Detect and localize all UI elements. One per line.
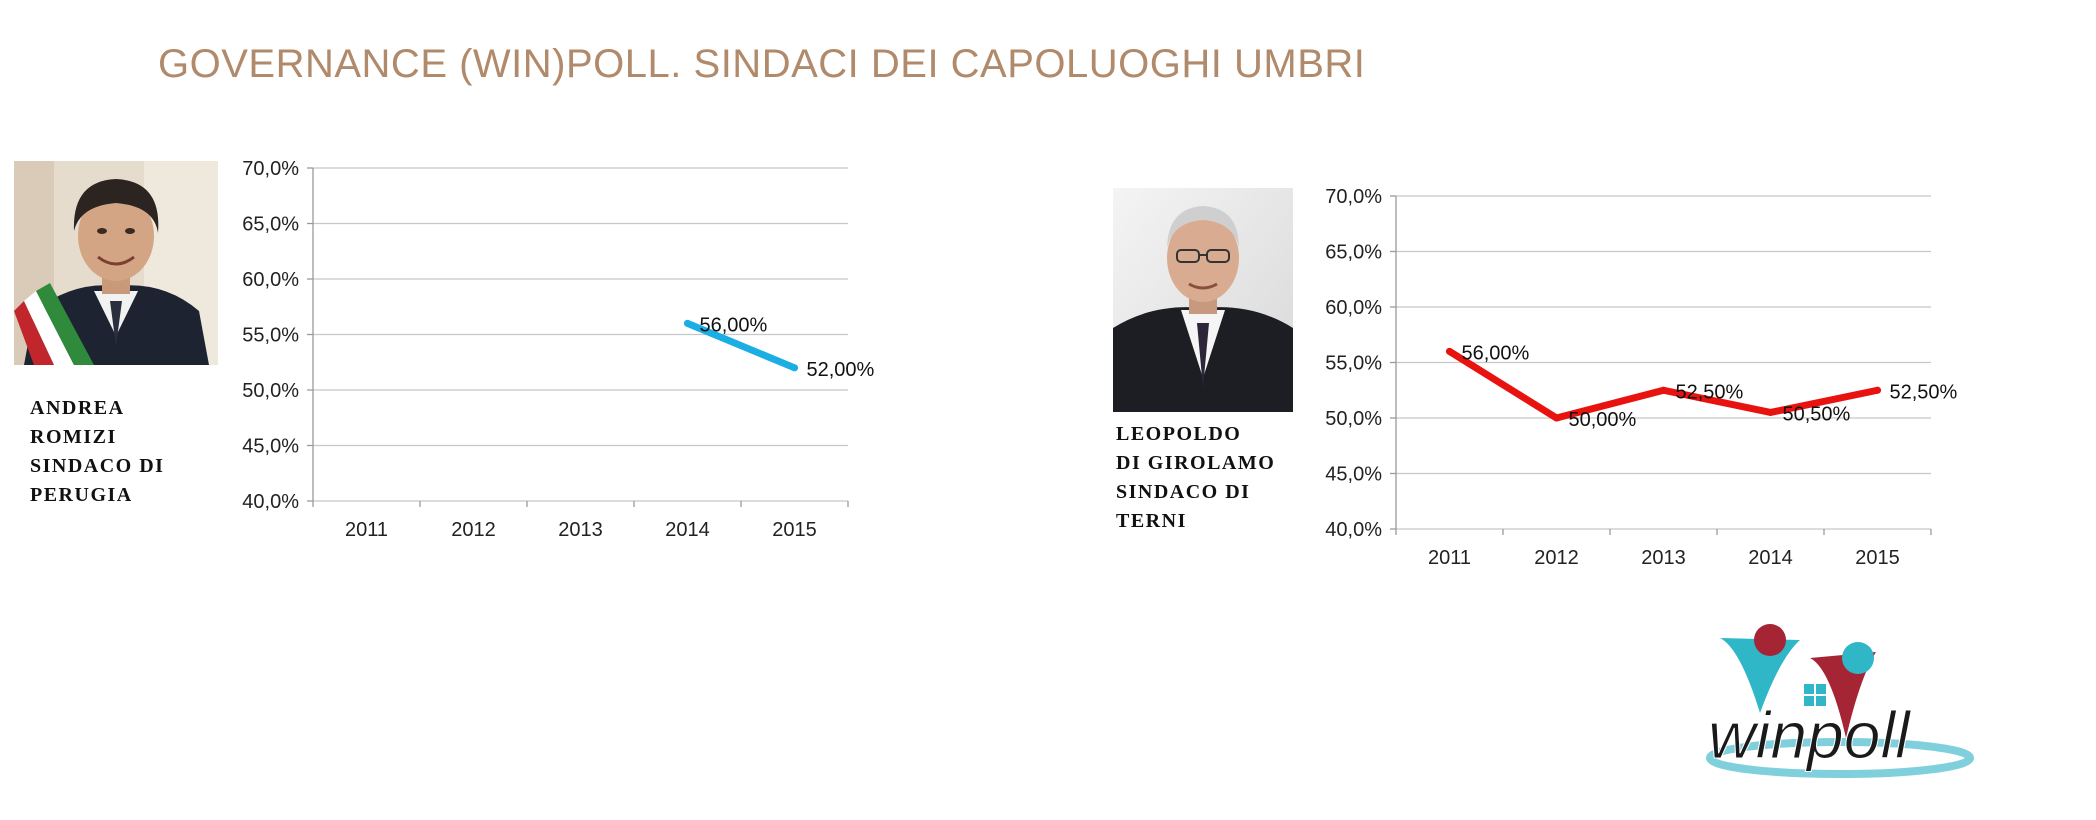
terni-x-tick-label: 2013	[1641, 547, 1686, 569]
perugia-data-label: 52,00%	[807, 359, 875, 381]
terni-data-label: 50,00%	[1569, 409, 1637, 431]
perugia-data-point	[791, 364, 798, 372]
terni-x-tick-label: 2012	[1534, 547, 1579, 569]
perugia-x-tick-label: 2015	[772, 519, 817, 541]
terni-x-tick-label: 2011	[1428, 547, 1471, 569]
terni-data-point	[1446, 347, 1453, 355]
perugia-y-tick-label: 50,0%	[242, 380, 299, 402]
caption-line: PERUGIA	[30, 484, 133, 506]
caption-line: SINDACO DI	[1116, 481, 1251, 503]
perugia-y-tick-label: 40,0%	[242, 491, 299, 513]
terni-y-tick-label: 70,0%	[1325, 186, 1382, 208]
terni-y-tick-label: 65,0%	[1325, 242, 1382, 264]
perugia-x-tick-label: 2012	[451, 519, 496, 541]
terni-data-point	[1874, 386, 1881, 394]
perugia-y-tick-label: 55,0%	[242, 325, 299, 347]
caption-line: DI GIROLAMO	[1116, 452, 1276, 474]
terni-x-tick-label: 2014	[1748, 547, 1793, 569]
caption-line: TERNI	[1116, 510, 1187, 532]
terni-y-tick-label: 55,0%	[1325, 353, 1382, 375]
mayor-photo-perugia	[14, 161, 218, 365]
terni-data-label: 52,50%	[1676, 381, 1744, 403]
caption-line: ANDREA	[30, 397, 125, 419]
perugia-x-tick-label: 2014	[665, 519, 710, 541]
perugia-data-point	[684, 319, 691, 327]
perugia-y-tick-label: 65,0%	[242, 214, 299, 236]
terni-data-label: 50,50%	[1783, 403, 1851, 425]
winpoll-logo: winpoll	[1700, 618, 1980, 793]
terni-x-tick-label: 2015	[1855, 547, 1900, 569]
terni-y-tick-label: 45,0%	[1325, 464, 1382, 486]
terni-data-point	[1553, 414, 1560, 422]
logo-text: winpoll	[1708, 698, 1912, 772]
terni-y-tick-label: 60,0%	[1325, 297, 1382, 319]
perugia-y-tick-label: 45,0%	[242, 436, 299, 458]
perugia-x-tick-label: 2011	[345, 519, 388, 541]
terni-y-tick-label: 40,0%	[1325, 519, 1382, 541]
perugia-data-label: 56,00%	[700, 314, 768, 336]
terni-data-point	[1767, 408, 1774, 416]
perugia-y-tick-label: 70,0%	[242, 158, 299, 180]
mayor-caption-perugia: ANDREA ROMIZI SINDACO DI PERUGIA	[30, 394, 164, 510]
caption-line: ROMIZI	[30, 426, 117, 448]
perugia-series-line	[684, 319, 798, 372]
page-title: GOVERNANCE (WIN)POLL. SINDACI DEI CAPOLU…	[158, 42, 1366, 86]
caption-line: SINDACO DI	[30, 455, 165, 477]
mayor-caption-terni: LEOPOLDO DI GIROLAMO SINDACO DI TERNI	[1116, 420, 1275, 536]
mayor-photo-terni	[1113, 188, 1293, 412]
perugia-x-tick-label: 2013	[558, 519, 603, 541]
terni-data-label: 52,50%	[1890, 381, 1958, 403]
terni-data-point	[1660, 386, 1667, 394]
perugia-y-tick-label: 60,0%	[242, 269, 299, 291]
terni-data-label: 56,00%	[1462, 342, 1530, 364]
caption-line: LEOPOLDO	[1116, 423, 1242, 445]
terni-y-tick-label: 50,0%	[1325, 408, 1382, 430]
